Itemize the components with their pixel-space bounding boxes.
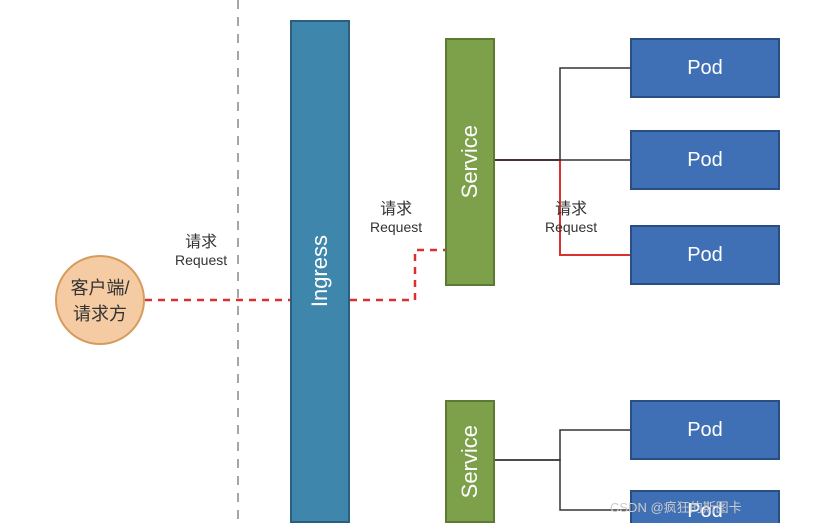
ingress-label: Ingress (307, 235, 333, 307)
pod2-label: Pod (687, 149, 723, 172)
req3-cn: 请求 (545, 195, 597, 219)
watermark-text: CSDN @疯狂的斯图卡 (610, 500, 742, 515)
client-label-2: 请求方 (73, 300, 127, 326)
req1-en: Request (175, 252, 227, 268)
service1-label: Service (457, 125, 483, 198)
pod3-node: Pod (630, 225, 780, 285)
req2-en: Request (370, 219, 422, 235)
pod1-node: Pod (630, 38, 780, 98)
service2-node: Service (445, 400, 495, 523)
k8s-ingress-diagram: 客户端/ 请求方 Ingress Service Service Pod Pod… (0, 0, 829, 523)
client-label-1: 客户端/ (70, 274, 129, 300)
solid-black-edges (495, 68, 630, 510)
pod2-node: Pod (630, 130, 780, 190)
request-label-3: 请求 Request (545, 195, 597, 235)
ingress-node: Ingress (290, 20, 350, 523)
req3-en: Request (545, 219, 597, 235)
req2-cn: 请求 (370, 195, 422, 219)
pod4-label: Pod (687, 419, 723, 442)
pod1-label: Pod (687, 57, 723, 80)
request-label-1: 请求 Request (175, 228, 227, 268)
request-label-2: 请求 Request (370, 195, 422, 235)
req1-cn: 请求 (175, 228, 227, 252)
pod4-node: Pod (630, 400, 780, 460)
csdn-watermark: CSDN @疯狂的斯图卡 (610, 497, 742, 516)
service2-label: Service (457, 425, 483, 498)
service1-node: Service (445, 38, 495, 286)
pod3-label: Pod (687, 244, 723, 267)
client-node: 客户端/ 请求方 (55, 255, 145, 345)
